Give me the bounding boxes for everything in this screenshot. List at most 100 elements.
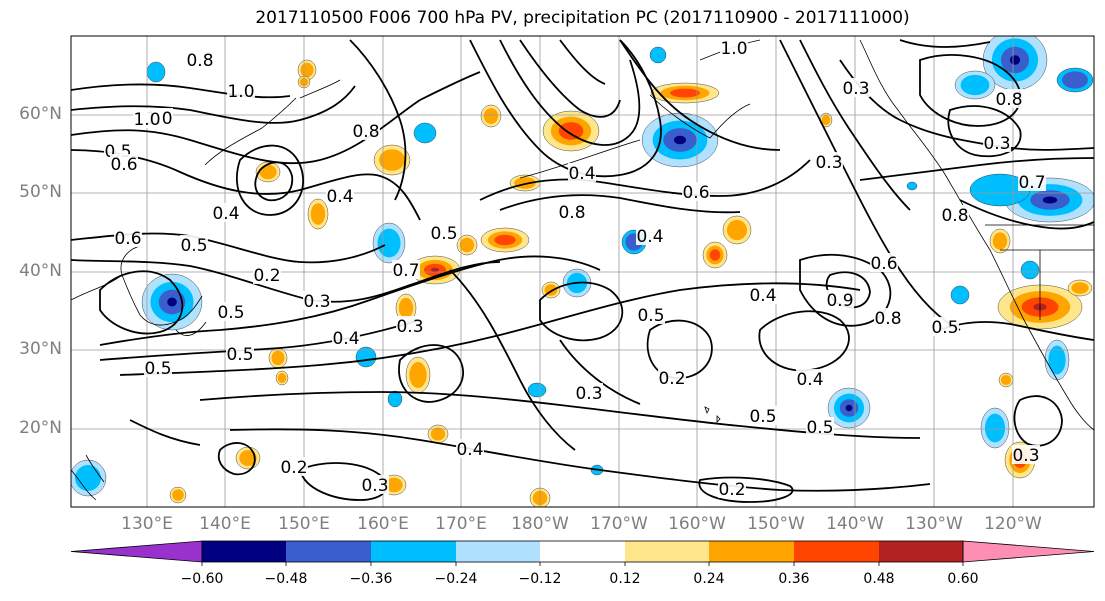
pv-contour-line	[71, 85, 356, 124]
contour-label-text: 0.6	[114, 229, 141, 249]
pv-contour-line	[1013, 395, 1063, 447]
map-frame	[70, 35, 1095, 508]
latitude-label: 20°N	[19, 418, 62, 438]
precip-region	[906, 181, 918, 191]
precip-region	[75, 465, 101, 491]
contour-label-text: 0.3	[361, 476, 388, 496]
precip-region	[483, 108, 499, 124]
precip-region	[146, 61, 166, 83]
precip-region	[527, 382, 547, 398]
contour-label-text: 0.5	[144, 359, 171, 379]
contour-label: 0.3	[303, 291, 331, 312]
contour-label: 0.8	[352, 121, 380, 142]
coastline	[120, 245, 141, 276]
coastline	[519, 139, 641, 179]
precip-region	[172, 489, 184, 501]
precip-region	[1042, 196, 1058, 204]
contour-label-text: 0.3	[983, 134, 1010, 154]
longitude-label: 130°W	[905, 514, 963, 534]
pv-contour-line	[199, 391, 921, 439]
colorbar-tick-label: 0.60	[947, 571, 979, 587]
contour-label-text: 0.5	[430, 224, 457, 244]
precip-region	[1048, 345, 1066, 375]
latitude-label: 60°N	[19, 104, 62, 124]
pv-contour-line	[839, 59, 1094, 151]
colorbar-tick-label: 0.24	[693, 571, 725, 587]
colorbar-tick-label: 0.12	[609, 571, 641, 587]
pv-contour-line	[99, 270, 184, 335]
contour-label-text: 0.4	[456, 440, 483, 460]
precip-region	[1062, 71, 1088, 89]
pv-contour-line	[398, 344, 465, 403]
precip-region	[649, 46, 667, 64]
contour-label-text: 0.5	[217, 303, 244, 323]
pv-contour-line	[799, 253, 892, 327]
colorbar-segment	[879, 541, 963, 562]
contour-label-text: 0.8	[874, 309, 901, 329]
pv-contour-line	[71, 71, 481, 165]
pv-contour-line	[646, 319, 713, 379]
precip-region	[239, 450, 257, 466]
contour-label: 0.9	[826, 290, 854, 311]
contour-label: 0.3	[396, 316, 424, 337]
precip-region	[459, 237, 475, 253]
precip-region	[387, 390, 403, 408]
colorbar-tick-label: −0.36	[349, 571, 393, 587]
longitude-label: 120°W	[984, 514, 1042, 534]
contour-label-text: 0.8	[941, 206, 968, 226]
contour-label-text: 0.4	[796, 370, 823, 390]
contour-label: 0.6	[682, 182, 710, 203]
longitude-label: 160°W	[668, 514, 726, 534]
pv-contour-line	[947, 105, 1022, 158]
colorbar-frame	[201, 540, 964, 563]
contour-label: 0.3	[815, 152, 843, 173]
pv-contour-line	[235, 144, 305, 216]
precip-region	[379, 149, 405, 171]
pv-contour-line	[129, 419, 201, 446]
contour-label-text: 0.3	[303, 292, 330, 312]
colorbar-segment	[794, 541, 879, 562]
precip-region	[950, 285, 970, 305]
colorbar-segment	[625, 541, 709, 562]
longitude-label: 140°W	[826, 514, 884, 534]
precip-region	[271, 350, 285, 366]
contour-label-text: 0.8	[352, 122, 379, 142]
precip-region	[167, 297, 177, 307]
contour-label: 0.5	[637, 305, 665, 326]
precip-region	[1009, 55, 1021, 65]
precip-region	[355, 346, 377, 368]
contour-label: 0.3	[983, 133, 1011, 154]
pv-contour-line	[959, 199, 1094, 230]
longitude-label: 150°E	[278, 514, 330, 534]
contour-label-text: 0.2	[253, 266, 280, 286]
pv-contour-line	[758, 310, 850, 372]
precip-region	[670, 88, 700, 98]
contour-label-text: 1.0	[227, 82, 254, 102]
precip-region	[960, 74, 990, 96]
contour-label-text: 0.4	[212, 204, 239, 224]
contour-label-text: 0.5	[806, 418, 833, 438]
longitude-label: 170°W	[590, 514, 648, 534]
longitude-label: 160°E	[357, 514, 409, 534]
coastline	[704, 406, 710, 415]
contour-label-text: 0.6	[870, 254, 897, 274]
coastline	[299, 79, 341, 99]
contour-label-text: 0.8	[995, 90, 1022, 110]
contour-label: 0.4	[326, 186, 354, 207]
colorbar-extend-high	[962, 540, 1095, 563]
contour-label: 0.4	[796, 369, 824, 390]
precip-region	[558, 122, 584, 140]
precip-region	[310, 203, 326, 225]
coastlines	[71, 39, 1094, 501]
precip-region	[992, 232, 1008, 250]
contour-label: 0.6	[114, 228, 142, 249]
colorbar-tick-label: 0.36	[778, 571, 810, 587]
precip-region	[821, 114, 831, 126]
coastline	[716, 415, 721, 423]
contour-label: 0.4	[749, 285, 777, 306]
precip-region	[377, 228, 401, 258]
contour-label-text: 0.3	[575, 384, 602, 404]
contour-label-text: 0.8	[558, 203, 585, 223]
precip-region	[413, 122, 437, 144]
contour-label-text: 0.4	[568, 164, 595, 184]
